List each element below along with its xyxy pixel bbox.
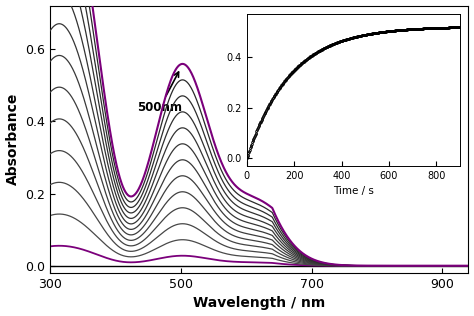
Text: 500nm: 500nm [137,72,182,114]
Y-axis label: Absorbance: Absorbance [6,93,19,185]
X-axis label: Wavelength / nm: Wavelength / nm [193,296,325,310]
